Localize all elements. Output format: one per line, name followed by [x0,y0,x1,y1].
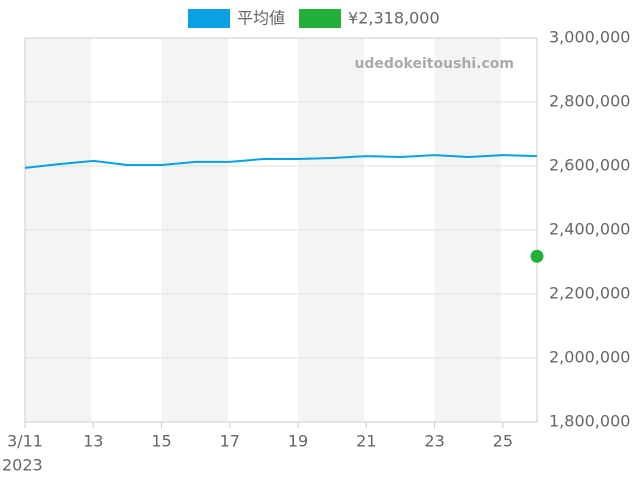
legend-swatch [188,9,230,28]
plot-frame [24,37,538,423]
watermark: udedokeitoushi.com [354,56,514,72]
legend-swatch [299,9,342,28]
x-tick-label: 25 [493,432,513,451]
legend-label: 平均値 [237,9,285,28]
y-tick-label: 1,800,000 [549,412,630,431]
y-tick-label: 2,400,000 [549,220,630,239]
x-tick-label: 19 [288,432,308,451]
y-tick-label: 3,000,000 [549,28,630,47]
y-tick-label: 2,000,000 [549,348,630,367]
line [24,154,538,169]
y-tick-label: 2,800,000 [549,92,630,111]
x-year-label: 2023 [2,456,43,475]
x-tick-label: 13 [83,432,103,451]
y-tick-label: 2,600,000 [549,156,630,175]
legend-label: ¥2,318,000 [348,9,440,28]
x-tick-label: 3/11 [7,432,43,451]
x-tick-label: 21 [356,432,376,451]
y-tick-label: 2,200,000 [549,284,630,303]
x-tick-label: 15 [151,432,171,451]
x-tick-label: 17 [220,432,240,451]
point [530,249,544,263]
x-tick-label: 23 [424,432,444,451]
